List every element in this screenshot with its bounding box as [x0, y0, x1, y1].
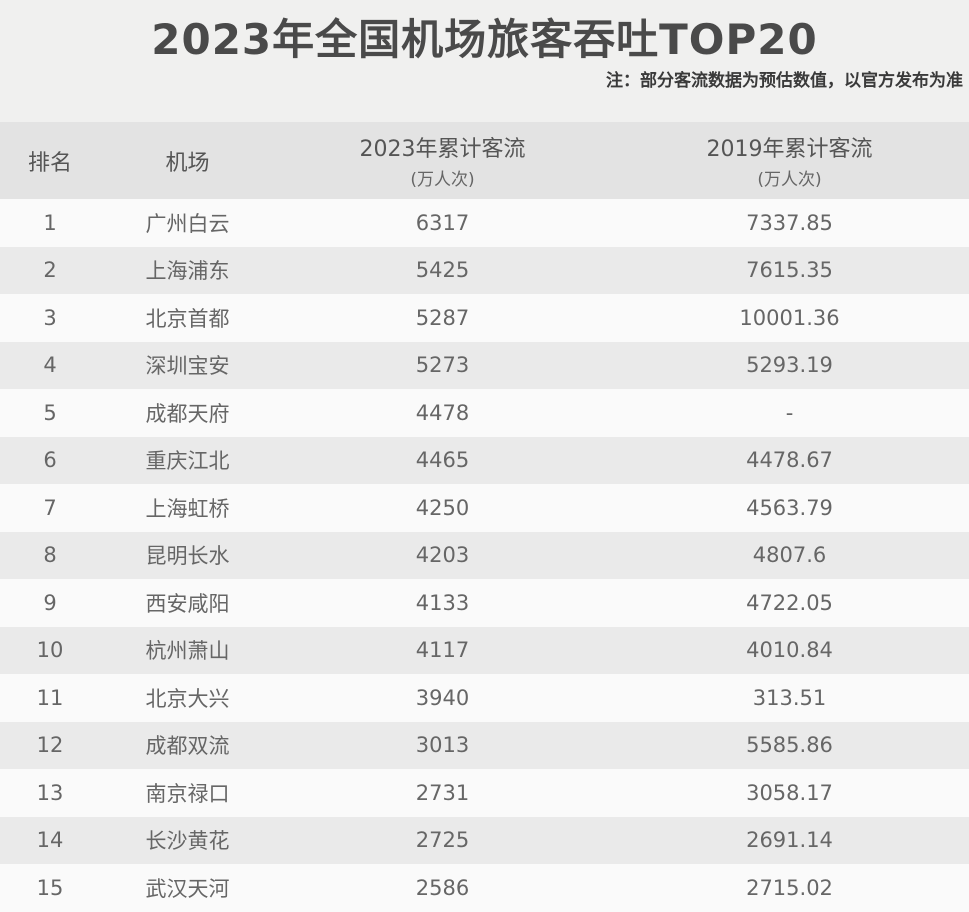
airport-cell: 北京大兴 [145, 686, 230, 711]
rank-cell: 7 [43, 495, 57, 520]
ranking-table: 排名 机场 2023年累计客流 (万人次) 2019年累计客流 (万人次) 1 广… [0, 122, 969, 912]
passengers-2023-cell: 4478 [415, 400, 470, 425]
passengers-2023-cell: 4133 [415, 590, 470, 615]
airport-cell: 上海虹桥 [145, 496, 230, 521]
rank-cell: 15 [36, 875, 64, 900]
passengers-2023-cell: 4465 [415, 448, 470, 473]
passengers-2023-cell: 5425 [415, 258, 470, 283]
table-row: 1 广州白云 6317 7337.85 [0, 199, 969, 247]
table-row: 14 长沙黄花 2725 2691.14 [0, 816, 969, 864]
header-2019-unit: (万人次) [757, 170, 822, 190]
rank-cell: 12 [36, 733, 64, 758]
airport-cell: 南京禄口 [145, 781, 230, 806]
passengers-2019-cell: 4807.6 [752, 543, 827, 568]
passengers-2023-cell: 2725 [415, 828, 470, 853]
passengers-2019-cell: 4010.84 [746, 638, 833, 663]
header-2019: 2019年累计客流 (万人次) [610, 122, 969, 199]
table-body: 1 广州白云 6317 7337.85 2 上海浦东 5425 7615.35 3 北京首都 528… [0, 199, 969, 912]
rank-cell: 8 [43, 543, 57, 568]
header-2023: 2023年累计客流 (万人次) [275, 122, 610, 199]
passengers-2019-cell: 5585.86 [746, 733, 833, 758]
table-row: 11 北京大兴 3940 313.51 [0, 674, 969, 722]
passengers-2019-cell: 3058.17 [746, 780, 833, 805]
airport-cell: 昆明长水 [145, 544, 230, 569]
table-row: 5 成都天府 4478 - [0, 389, 969, 437]
rank-cell: 13 [36, 780, 64, 805]
passengers-2019-cell: 10001.36 [739, 305, 840, 330]
airport-cell: 上海浦东 [145, 259, 230, 284]
rank-cell: 4 [43, 353, 57, 378]
header-rank: 排名 [27, 150, 72, 176]
page-title: 2023年全国机场旅客吞吐TOP20 [151, 15, 818, 64]
rank-cell: 14 [36, 828, 64, 853]
rank-cell: 6 [43, 448, 57, 473]
footnote: 注：部分客流数据为预估数值，以官方发布为准 [606, 71, 963, 91]
table-row: 10 杭州萧山 4117 4010.84 [0, 626, 969, 674]
table-header-row: 排名 机场 2023年累计客流 (万人次) 2019年累计客流 (万人次) [0, 122, 969, 199]
passengers-2019-cell: 2691.14 [746, 828, 833, 853]
airport-cell: 西安咸阳 [145, 591, 230, 616]
table-row: 7 上海虹桥 4250 4563.79 [0, 484, 969, 532]
header-airport: 机场 [165, 150, 210, 176]
airport-cell: 成都双流 [145, 734, 230, 759]
rank-cell: 11 [36, 685, 64, 710]
table-row: 4 深圳宝安 5273 5293.19 [0, 341, 969, 389]
passengers-2019-cell: 4563.79 [746, 495, 833, 520]
airport-cell: 北京首都 [145, 306, 230, 331]
passengers-2023-cell: 5287 [415, 305, 470, 330]
passengers-2023-cell: 4203 [415, 543, 470, 568]
table-row: 15 武汉天河 2586 2715.02 [0, 864, 969, 912]
rank-cell: 10 [36, 638, 64, 663]
table-row: 9 西安咸阳 4133 4722.05 [0, 579, 969, 627]
passengers-2019-cell: 7337.85 [746, 210, 833, 235]
airport-cell: 深圳宝安 [145, 354, 230, 379]
passengers-2019-cell: - [785, 400, 794, 425]
header-2023-unit: (万人次) [410, 170, 475, 190]
airport-cell: 成都天府 [145, 401, 230, 426]
table-row: 8 昆明长水 4203 4807.6 [0, 531, 969, 579]
passengers-2023-cell: 2731 [415, 780, 470, 805]
passengers-2023-cell: 2586 [415, 875, 470, 900]
table-row: 3 北京首都 5287 10001.36 [0, 294, 969, 342]
table-row: 13 南京禄口 2731 3058.17 [0, 769, 969, 817]
table-row: 6 重庆江北 4465 4478.67 [0, 436, 969, 484]
passengers-2023-cell: 6317 [415, 210, 470, 235]
airport-cell: 武汉天河 [145, 876, 230, 901]
airport-cell: 长沙黄花 [145, 829, 230, 854]
passengers-2023-cell: 3940 [415, 685, 470, 710]
table-row: 12 成都双流 3013 5585.86 [0, 721, 969, 769]
passengers-2023-cell: 3013 [415, 733, 470, 758]
passengers-2019-cell: 7615.35 [746, 258, 833, 283]
passengers-2019-cell: 5293.19 [746, 353, 833, 378]
rank-cell: 2 [43, 258, 57, 283]
passengers-2023-cell: 4117 [415, 638, 470, 663]
rank-cell: 9 [43, 590, 57, 615]
header-2023-label: 2023年累计客流 [359, 137, 526, 162]
rank-cell: 5 [43, 400, 57, 425]
passengers-2019-cell: 4478.67 [746, 448, 833, 473]
airport-cell: 广州白云 [145, 211, 230, 236]
passengers-2019-cell: 4722.05 [746, 590, 833, 615]
header-2019-label: 2019年累计客流 [706, 137, 873, 162]
passengers-2023-cell: 4250 [415, 495, 470, 520]
rank-cell: 3 [43, 305, 57, 330]
passengers-2019-cell: 313.51 [752, 685, 827, 710]
rank-cell: 1 [43, 210, 57, 235]
airport-cell: 杭州萧山 [145, 639, 230, 664]
airport-cell: 重庆江北 [145, 449, 230, 474]
table-row: 2 上海浦东 5425 7615.35 [0, 246, 969, 294]
passengers-2023-cell: 5273 [415, 353, 470, 378]
passengers-2019-cell: 2715.02 [746, 875, 833, 900]
